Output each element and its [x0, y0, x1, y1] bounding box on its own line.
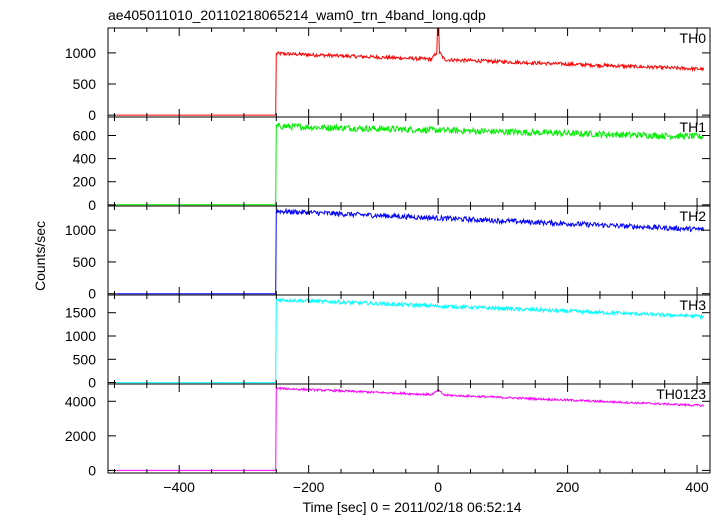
y-tick-label: 1000 — [65, 328, 96, 344]
x-axis-label: Time [sec] 0 = 2011/02/18 06:52:14 — [302, 499, 521, 515]
y-tick-label: 1000 — [65, 45, 96, 61]
y-axis-label: Counts/sec — [32, 221, 48, 291]
y-tick-label: 1000 — [65, 222, 96, 238]
y-tick-label: 400 — [73, 151, 97, 167]
y-tick-label: 1500 — [65, 305, 96, 321]
panel-label: TH3 — [680, 297, 707, 313]
y-tick-label: 0 — [88, 107, 96, 123]
x-tick-label: 200 — [556, 479, 580, 495]
series-line-th1 — [116, 122, 704, 206]
panel-label: TH0123 — [656, 386, 706, 402]
y-tick-label: 0 — [88, 462, 96, 478]
x-tick-label: −400 — [163, 479, 195, 495]
y-tick-label: 0 — [88, 197, 96, 213]
x-tick-label: −200 — [293, 479, 325, 495]
y-tick-label: 4000 — [65, 393, 96, 409]
y-tick-label: 500 — [73, 254, 97, 270]
series-line-th0 — [116, 27, 704, 116]
y-tick-label: 200 — [73, 174, 97, 190]
y-tick-label: 500 — [73, 351, 97, 367]
y-tick-label: 500 — [73, 76, 97, 92]
series-line-th3 — [116, 297, 704, 384]
y-tick-label: 0 — [88, 375, 96, 391]
panel-frame — [107, 383, 711, 474]
panel-frame — [107, 27, 711, 118]
series-line-th0123 — [116, 385, 704, 471]
y-tick-label: 600 — [73, 127, 97, 143]
y-tick-label: 0 — [88, 286, 96, 302]
panel-label: TH1 — [680, 119, 707, 135]
panel-frame — [107, 205, 711, 296]
chart-title: ae405011010_20110218065214_wam0_trn_4ban… — [108, 7, 486, 23]
x-tick-label: 400 — [685, 479, 709, 495]
series-line-th2 — [116, 207, 704, 295]
y-tick-label: 2000 — [65, 428, 96, 444]
panel-label: TH2 — [680, 208, 707, 224]
panel-frame — [107, 294, 711, 385]
panels: TH0 0 500 1000 TH1 0 200 400 600 TH2 0 500 1000 TH3 0 5… — [65, 27, 711, 495]
x-tick-label: 0 — [434, 479, 442, 495]
panel-label: TH0 — [680, 30, 707, 46]
